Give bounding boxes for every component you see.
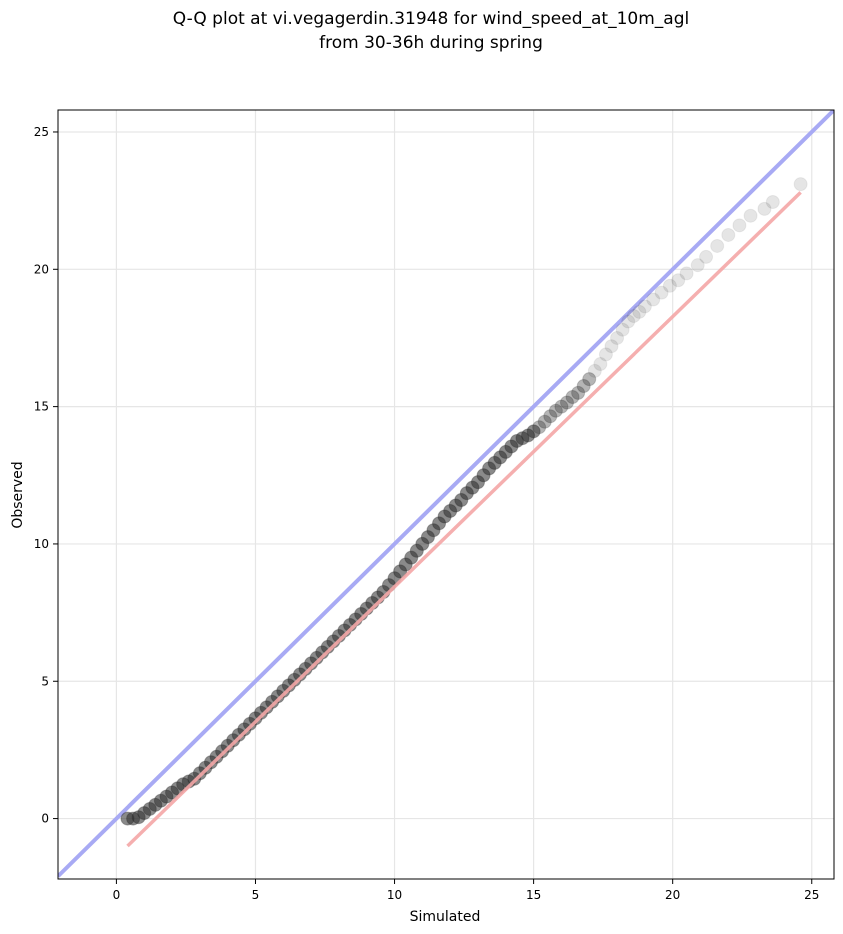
data-point [548, 403, 563, 418]
y-tick-label: 20 [34, 262, 49, 276]
data-point [621, 314, 636, 329]
data-point [571, 385, 586, 400]
data-point [662, 278, 677, 293]
y-tick-label: 0 [41, 812, 49, 826]
data-point [699, 249, 714, 264]
data-point [576, 379, 591, 394]
data-point [710, 238, 725, 253]
data-point [793, 177, 808, 192]
data-point [593, 357, 608, 372]
grid [58, 110, 834, 879]
x-tick-label: 0 [113, 888, 121, 902]
data-point [732, 218, 747, 233]
y-tick-label: 10 [34, 537, 49, 551]
data-point [615, 322, 630, 337]
data-point [757, 201, 772, 216]
x-tick-label: 5 [252, 888, 260, 902]
data-point [721, 227, 736, 242]
data-point [559, 395, 574, 410]
data-point [565, 390, 580, 405]
data-point [537, 414, 552, 429]
points [120, 177, 808, 826]
data-point [626, 308, 641, 323]
data-point [598, 347, 613, 362]
x-tick-label: 10 [387, 888, 402, 902]
data-point [646, 292, 661, 307]
y-axis-label: Observed [10, 461, 26, 528]
data-point [743, 208, 758, 223]
x-tick-label: 15 [526, 888, 541, 902]
data-point [543, 409, 558, 424]
data-point [679, 266, 694, 281]
chart-title-line-1: Q-Q plot at vi.vegagerdin.31948 for wind… [173, 9, 689, 29]
data-point [604, 339, 619, 354]
data-layer [58, 110, 834, 878]
x-tick-label: 20 [665, 888, 680, 902]
y-tick-label: 25 [34, 125, 49, 139]
data-point [610, 330, 625, 345]
chart-title-line-2: from 30-36h during spring [319, 33, 543, 53]
data-point [671, 273, 686, 288]
data-point [654, 285, 669, 300]
x-axis: 0 5 10 15 20 25 [113, 879, 819, 902]
y-axis: 0 5 10 15 20 25 [34, 125, 58, 826]
data-point [637, 299, 652, 314]
data-point [582, 372, 597, 387]
data-point [532, 420, 547, 435]
data-point [632, 304, 647, 319]
y-tick-label: 5 [41, 674, 49, 688]
x-tick-label: 25 [804, 888, 819, 902]
data-point [526, 424, 541, 439]
data-point [587, 363, 602, 378]
y-tick-label: 15 [34, 400, 49, 414]
plot-frame [57, 109, 835, 880]
fit-line [126, 191, 802, 848]
data-point [554, 399, 569, 414]
identity-line [58, 110, 834, 878]
data-point [765, 195, 780, 210]
data-point [690, 258, 705, 273]
x-axis-label: Simulated [410, 909, 481, 925]
